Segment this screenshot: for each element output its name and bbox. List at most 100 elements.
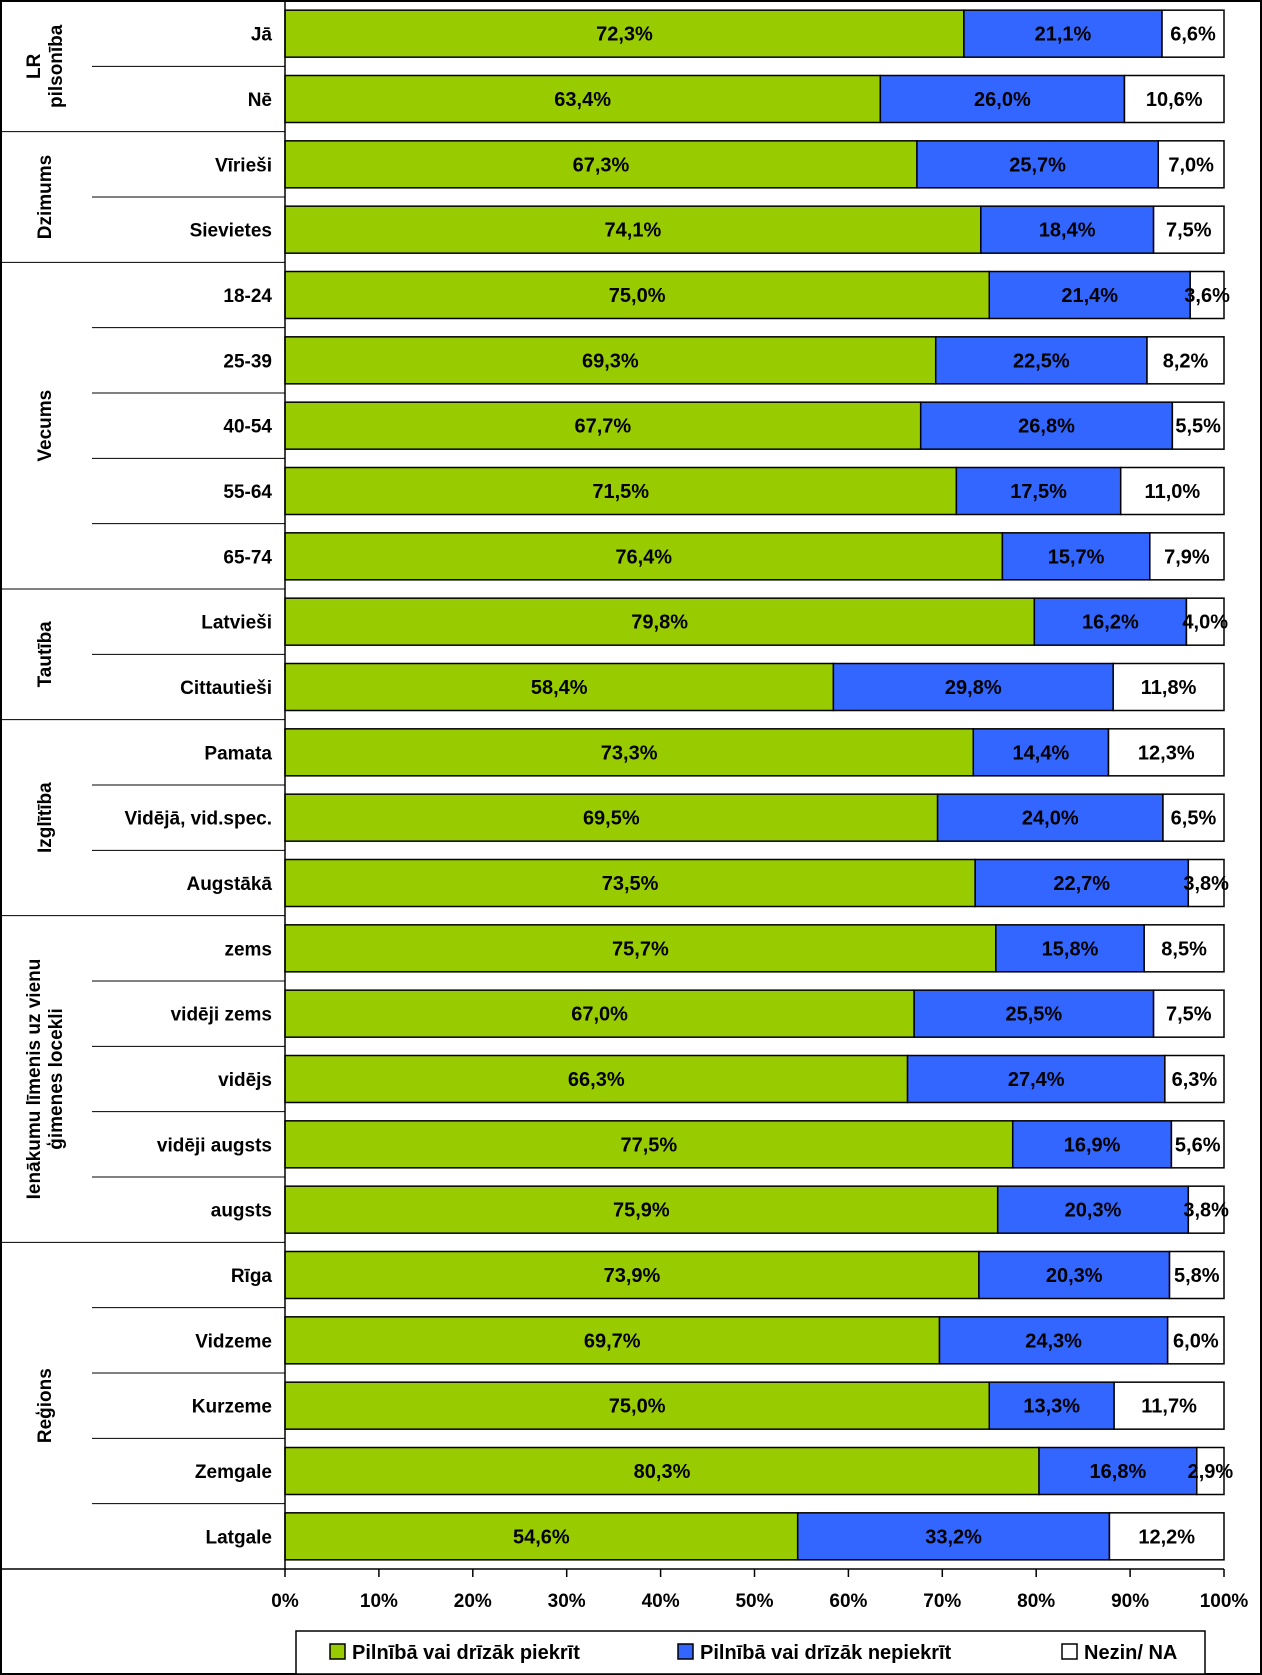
bar-segment	[796, 1512, 1111, 1561]
bar-segment	[284, 74, 882, 124]
data-label: 5,5%	[1175, 416, 1221, 438]
x-tick-label: 50%	[735, 1591, 773, 1612]
data-label: 73,9%	[604, 1265, 661, 1287]
data-label: 71,5%	[592, 481, 649, 503]
data-label: 27,4%	[1008, 1069, 1065, 1091]
bar-segment	[1107, 728, 1225, 777]
data-label: 15,7%	[1048, 546, 1105, 568]
bar-segment	[974, 858, 1190, 908]
category-label: Cittautieši	[180, 678, 272, 699]
category-label: Vidējā, vid.spec.	[124, 809, 272, 830]
data-label: 4,0%	[1182, 612, 1228, 634]
data-label: 22,5%	[1013, 350, 1070, 372]
category-label: 55-64	[223, 482, 272, 503]
bar-segment	[1166, 1316, 1225, 1365]
x-tick-label: 30%	[548, 1591, 586, 1612]
bar-segment	[284, 728, 975, 777]
legend-swatch	[1061, 1643, 1078, 1660]
bar-segment	[934, 336, 1148, 385]
x-tick-label: 70%	[923, 1591, 961, 1612]
bar-segment	[1011, 1120, 1173, 1169]
bar-segment	[978, 1250, 1171, 1300]
category-label: 40-54	[223, 417, 272, 438]
bar-segment	[284, 1446, 1040, 1496]
data-label: 14,4%	[1013, 742, 1070, 764]
data-label: 67,7%	[574, 416, 631, 438]
data-label: 76,4%	[615, 546, 672, 568]
bar-segment	[284, 9, 965, 58]
data-label: 3,8%	[1183, 873, 1229, 895]
data-label: 69,3%	[582, 350, 639, 372]
group-label: Vecums	[35, 390, 56, 462]
bar-segment	[284, 1250, 980, 1300]
bar-segment	[1162, 793, 1225, 842]
bar-segment	[1146, 336, 1225, 385]
group-label: Ienākumu līmenis uz vienu	[24, 959, 45, 1200]
data-label: 24,3%	[1025, 1330, 1082, 1352]
group-label: Tautība	[35, 621, 56, 688]
data-label: 75,0%	[609, 285, 666, 307]
data-label: 69,7%	[584, 1330, 641, 1352]
category-label: Pamata	[204, 743, 272, 764]
category-label: 65-74	[223, 547, 272, 568]
bar-segment	[1187, 858, 1225, 908]
data-label: 7,5%	[1166, 1004, 1212, 1026]
data-label: 10,6%	[1146, 89, 1203, 111]
category-label: Sievietes	[190, 221, 272, 242]
data-label: 16,9%	[1064, 1134, 1121, 1156]
data-label: 67,0%	[571, 1004, 628, 1026]
bar-segment	[963, 9, 1163, 58]
bar-segment	[284, 401, 922, 450]
data-label: 26,8%	[1018, 416, 1075, 438]
bar-segment	[284, 1316, 941, 1365]
group-label: Reģions	[35, 1368, 56, 1443]
data-label: 12,2%	[1138, 1526, 1195, 1548]
bar-segment	[284, 466, 958, 516]
data-label: 11,8%	[1141, 677, 1197, 699]
category-label: Kurzeme	[192, 1397, 272, 1418]
bar-segment	[972, 728, 1110, 777]
bar-segment	[988, 1381, 1115, 1430]
x-tick-label: 60%	[829, 1591, 867, 1612]
bar-segment	[906, 1054, 1166, 1104]
data-label: 2,9%	[1188, 1461, 1234, 1483]
data-label: 33,2%	[925, 1526, 982, 1548]
bar-segment	[995, 924, 1145, 973]
category-label: vidēji augsts	[157, 1135, 272, 1156]
data-label: 5,6%	[1175, 1134, 1221, 1156]
bar-segment	[1196, 1446, 1225, 1496]
data-label: 25,7%	[1009, 154, 1066, 176]
bar-segment	[1149, 532, 1225, 581]
data-label: 58,4%	[531, 677, 588, 699]
data-label: 29,8%	[945, 677, 1002, 699]
bar-segment	[1164, 1054, 1225, 1104]
bar-segment	[1168, 1250, 1225, 1300]
data-label: 8,2%	[1163, 350, 1209, 372]
legend-label: Nezin/ NA	[1084, 1642, 1177, 1664]
data-label: 80,3%	[634, 1461, 691, 1483]
legend-box	[295, 1630, 1206, 1675]
bar-segment	[1185, 597, 1225, 646]
data-label: 13,3%	[1023, 1396, 1080, 1418]
bar-segment	[284, 270, 990, 320]
bar-segment	[1123, 74, 1225, 124]
data-label: 6,5%	[1171, 808, 1217, 830]
x-tick-label: 20%	[454, 1591, 492, 1612]
bar-segment	[1152, 989, 1225, 1038]
bar-segment	[1170, 1120, 1225, 1169]
bar-segment	[284, 793, 939, 842]
bar-segment	[879, 74, 1126, 124]
data-label: 15,8%	[1042, 938, 1099, 960]
data-label: 73,3%	[601, 742, 658, 764]
data-label: 26,0%	[974, 89, 1031, 111]
data-label: 20,3%	[1046, 1265, 1103, 1287]
data-label: 63,4%	[554, 89, 611, 111]
data-label: 73,5%	[602, 873, 659, 895]
data-label: 17,5%	[1010, 481, 1067, 503]
group-label: LR	[24, 53, 45, 79]
data-label: 75,7%	[612, 938, 669, 960]
data-label: 18,4%	[1039, 220, 1096, 242]
bar-segment	[1161, 9, 1225, 58]
x-tick-label: 10%	[360, 1591, 398, 1612]
